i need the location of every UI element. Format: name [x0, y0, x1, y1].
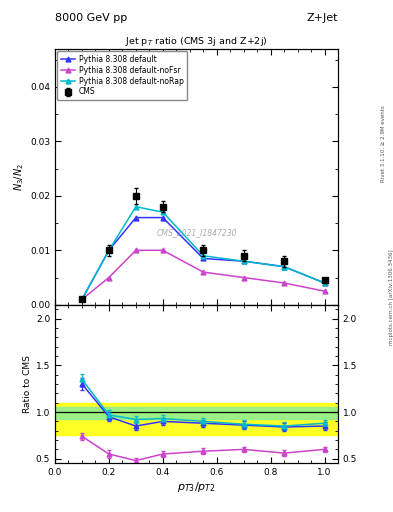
X-axis label: $p_{T3}/p_{T2}$: $p_{T3}/p_{T2}$ — [177, 480, 216, 494]
Legend: Pythia 8.308 default, Pythia 8.308 default-noFsr, Pythia 8.308 default-noRap, CM: Pythia 8.308 default, Pythia 8.308 defau… — [57, 51, 187, 100]
Pythia 8.308 default — [160, 215, 165, 221]
Pythia 8.308 default-noRap — [80, 296, 84, 303]
Pythia 8.308 default-noFsr — [134, 247, 138, 253]
Text: Z+Jet: Z+Jet — [307, 13, 338, 23]
Pythia 8.308 default-noFsr — [201, 269, 206, 275]
Pythia 8.308 default-noFsr — [282, 280, 286, 286]
Pythia 8.308 default-noRap — [160, 209, 165, 215]
Pythia 8.308 default-noRap — [282, 264, 286, 270]
Line: Pythia 8.308 default-noFsr: Pythia 8.308 default-noFsr — [79, 248, 327, 302]
Pythia 8.308 default-noFsr — [160, 247, 165, 253]
Pythia 8.308 default-noRap — [107, 247, 111, 253]
Bar — [55, 408, 338, 419]
Pythia 8.308 default — [201, 255, 206, 262]
Pythia 8.308 default — [322, 280, 327, 286]
Pythia 8.308 default-noFsr — [107, 274, 111, 281]
Text: Rivet 3.1.10, ≥ 2.9M events: Rivet 3.1.10, ≥ 2.9M events — [381, 105, 386, 182]
Y-axis label: $N_3$/$N_2$: $N_3$/$N_2$ — [12, 163, 26, 191]
Text: mcplots.cern.ch [arXiv:1306.3436]: mcplots.cern.ch [arXiv:1306.3436] — [389, 249, 393, 345]
Pythia 8.308 default-noFsr — [80, 296, 84, 303]
Pythia 8.308 default-noRap — [241, 258, 246, 264]
Pythia 8.308 default — [107, 247, 111, 253]
Line: Pythia 8.308 default: Pythia 8.308 default — [79, 215, 327, 302]
Title: Jet p$_T$ ratio (CMS 3j and Z+2j): Jet p$_T$ ratio (CMS 3j and Z+2j) — [125, 35, 268, 49]
Pythia 8.308 default-noRap — [201, 252, 206, 259]
Pythia 8.308 default — [282, 264, 286, 270]
Pythia 8.308 default — [80, 296, 84, 303]
Text: CMS_2021_I1847230: CMS_2021_I1847230 — [156, 228, 237, 238]
Text: 8000 GeV pp: 8000 GeV pp — [55, 13, 127, 23]
Pythia 8.308 default — [241, 258, 246, 264]
Pythia 8.308 default — [134, 215, 138, 221]
Y-axis label: Ratio to CMS: Ratio to CMS — [23, 355, 31, 413]
Pythia 8.308 default-noFsr — [322, 288, 327, 294]
Bar — [55, 403, 338, 435]
Pythia 8.308 default-noRap — [322, 280, 327, 286]
Pythia 8.308 default-noRap — [134, 204, 138, 210]
Pythia 8.308 default-noFsr — [241, 274, 246, 281]
Line: Pythia 8.308 default-noRap: Pythia 8.308 default-noRap — [79, 204, 327, 302]
